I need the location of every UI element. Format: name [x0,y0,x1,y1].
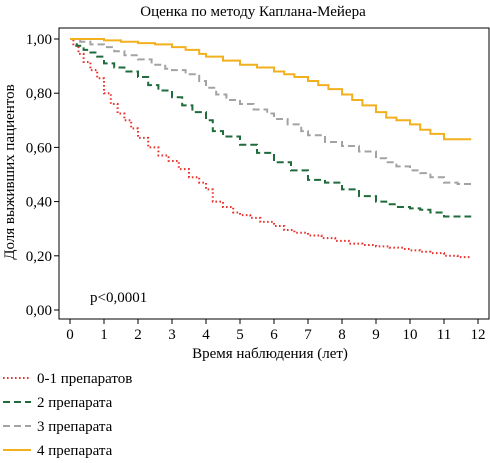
x-tick-label: 6 [270,327,278,343]
y-tick-label: 0,60 [26,140,52,156]
y-tick-label: 1,00 [26,32,52,48]
x-tick-label: 8 [338,327,346,343]
x-tick-label: 4 [202,327,210,343]
series-line-1 [70,38,472,259]
x-tick-label: 7 [304,327,312,343]
series-line-2 [70,38,472,218]
series-line-3 [70,38,472,185]
legend: 0-1 препаратов 2 препарата 3 препарата 4 пр… [3,371,132,459]
x-tick-label: 5 [236,327,244,343]
x-axis-label: Время наблюдения (лет) [192,346,348,362]
x-tick-label: 10 [403,327,418,343]
legend-label: 4 препарата [37,443,113,459]
x-tick-label: 9 [372,327,380,343]
x-tick-label: 2 [134,327,142,343]
chart-title: Оценка по методу Каплана-Мейера [140,4,366,20]
y-tick-label: 0,20 [26,249,52,265]
legend-label: 3 препарата [37,419,113,435]
p-value-annotation: p<0,0001 [90,290,147,306]
x-tick-label: 1 [100,327,108,343]
x-tick-label: 0 [66,327,74,343]
y-tick-label: 0,00 [26,303,52,319]
y-tick-label: 0,80 [26,86,52,102]
series-line-4 [70,38,472,141]
x-ticks: 0 1 2 3 4 5 6 7 8 9 10 11 12 [66,319,486,343]
y-axis-label: Доля выживших пациентов [2,84,18,260]
legend-label: 0-1 препаратов [37,371,132,387]
x-tick-label: 12 [471,327,486,343]
x-tick-label: 11 [437,327,451,343]
x-tick-label: 3 [168,327,176,343]
y-tick-label: 0,40 [26,195,52,211]
y-ticks: 0,00 0,20 0,40 0,60 0,80 1,00 [26,32,59,319]
legend-label: 2 препарата [37,395,113,411]
series-lines [70,38,472,259]
